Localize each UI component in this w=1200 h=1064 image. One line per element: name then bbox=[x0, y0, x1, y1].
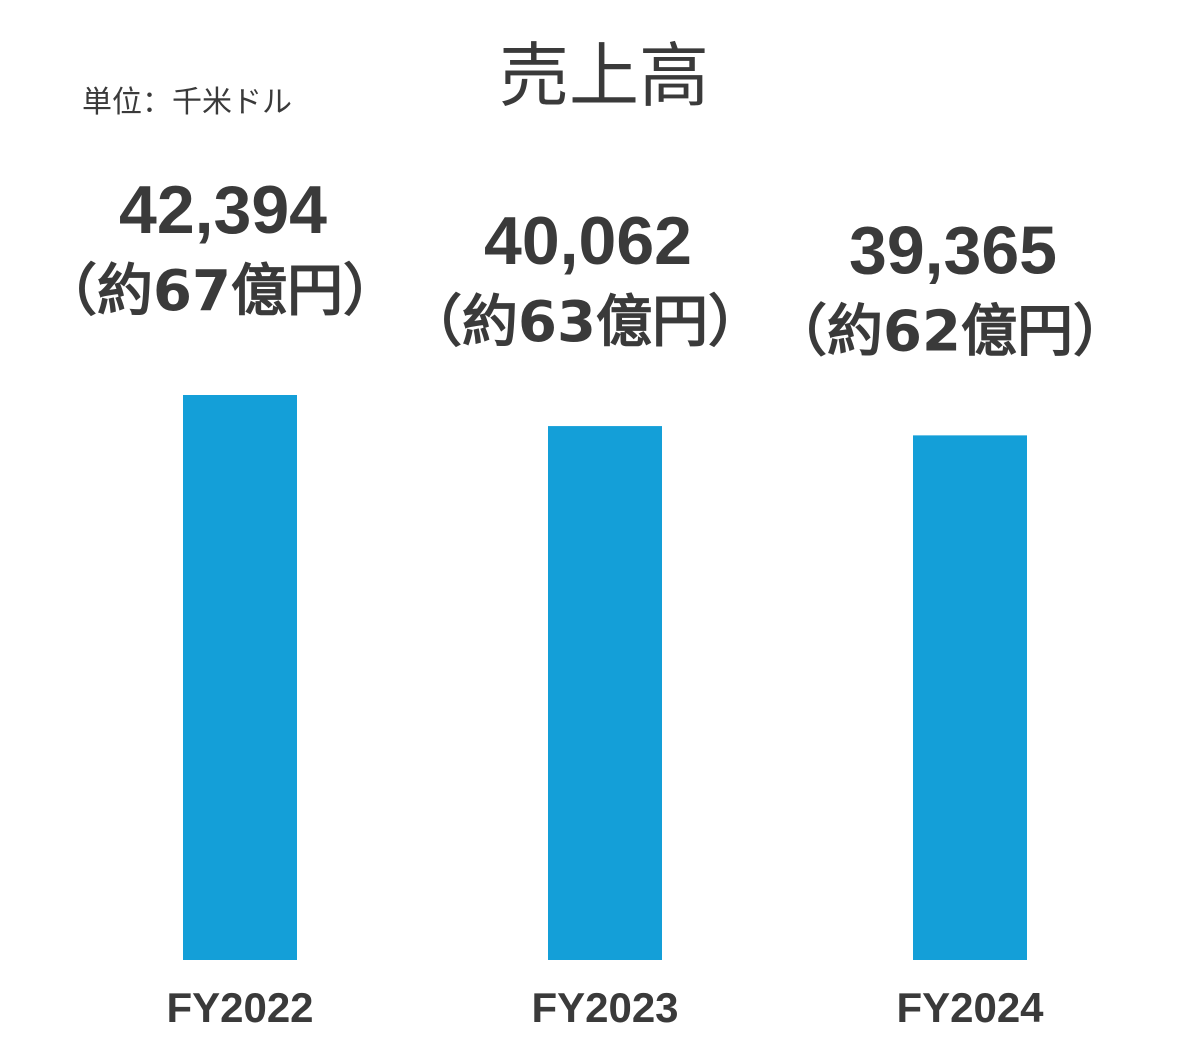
category-label: FY2023 bbox=[531, 984, 678, 1031]
value-label: 42,394 bbox=[119, 172, 327, 248]
category-label: FY2022 bbox=[166, 984, 313, 1031]
bar-fy2024 bbox=[913, 435, 1027, 961]
chart-title: 売上高 bbox=[499, 35, 709, 117]
bar-fy2023 bbox=[548, 426, 662, 960]
approx-yen-label: （約63億円） bbox=[406, 290, 764, 355]
category-label: FY2024 bbox=[896, 984, 1044, 1031]
value-label: 40,062 bbox=[484, 203, 692, 279]
bar-fy2022 bbox=[183, 395, 297, 960]
unit-label: 単位：千米ドル bbox=[82, 85, 292, 120]
bars-group bbox=[183, 395, 1027, 961]
value-label: 39,365 bbox=[849, 212, 1057, 288]
approx-yen-label: （約62億円） bbox=[771, 299, 1129, 364]
approx-yen-label: （約67億円） bbox=[41, 259, 399, 324]
labels-group: 42,394 （約67億円） FY2022 40,062 （約63億円） FY2023 39… bbox=[41, 172, 1129, 1031]
